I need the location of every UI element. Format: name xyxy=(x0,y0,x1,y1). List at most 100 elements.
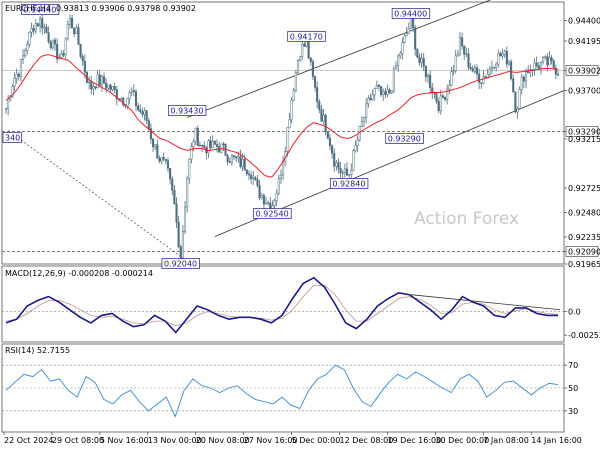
candle-body xyxy=(299,56,302,61)
candle-body xyxy=(390,90,393,94)
x-tick-label: 22 Oct 2024 xyxy=(4,436,53,445)
x-tick-label: 30 Dec 00:00 xyxy=(435,436,489,445)
candle-body xyxy=(39,18,42,27)
price-annotation-label: 0.92540 xyxy=(256,210,289,219)
chart-title: EURCHF,H4 xyxy=(5,4,51,13)
candle-body xyxy=(277,178,280,194)
x-tick-label: 5 Nov 16:00 xyxy=(100,436,149,445)
candle-body xyxy=(252,177,255,180)
candle-body xyxy=(465,53,468,55)
price-annotation-label: 0.92840 xyxy=(332,180,365,189)
candle-body xyxy=(316,87,319,102)
candle-body xyxy=(335,162,338,167)
candle-body xyxy=(490,67,493,70)
price-annotation-label: 0.94400 xyxy=(394,10,427,19)
candle-body xyxy=(183,206,187,232)
candle-body xyxy=(488,68,491,75)
candle-body xyxy=(331,145,334,154)
candle-body xyxy=(149,128,152,140)
price-annotation-box xyxy=(20,4,60,15)
candle-body xyxy=(213,140,216,145)
price-label-box xyxy=(565,126,599,137)
rsi-line xyxy=(5,364,559,418)
candle-body xyxy=(550,57,553,62)
candle-body xyxy=(542,57,545,63)
candle-body xyxy=(446,88,449,100)
price-annotation-label: 0.94170 xyxy=(290,33,323,42)
candle-body xyxy=(230,155,233,163)
candle-body xyxy=(30,28,33,33)
moving-average-line xyxy=(5,54,559,178)
candle-body xyxy=(311,61,314,77)
rsi-tick-label: 70 xyxy=(568,361,578,370)
candle-body xyxy=(220,143,223,153)
candle-body xyxy=(198,144,201,147)
candle-body xyxy=(313,76,317,88)
candle-body xyxy=(282,161,285,176)
candle-body xyxy=(75,27,78,35)
candle-body xyxy=(190,146,193,160)
candle-body xyxy=(186,178,189,208)
price-tick-label: 0.93902 xyxy=(568,66,600,75)
macd-line xyxy=(5,276,558,334)
candle-body xyxy=(507,61,511,65)
macd-tick-label: -0.002521 xyxy=(568,331,600,340)
candle-body xyxy=(318,101,321,110)
price-annotation-box xyxy=(253,208,292,219)
candle-body xyxy=(122,97,125,106)
candle-body xyxy=(524,71,528,82)
candle-body xyxy=(102,76,106,84)
candle-body xyxy=(247,173,251,176)
candle-body xyxy=(475,67,479,75)
candle-body xyxy=(207,140,210,154)
candle-body xyxy=(137,105,140,111)
candle-body xyxy=(4,108,8,110)
candle-body xyxy=(367,98,370,105)
candle-body xyxy=(273,200,276,206)
price-annotation-label: 0.93290 xyxy=(388,135,421,144)
candle-body xyxy=(403,35,406,43)
candle-body xyxy=(324,114,327,133)
candle-body xyxy=(111,86,114,90)
candle-body xyxy=(11,86,14,98)
candle-body xyxy=(201,144,204,147)
price-tick-label: 0.92480 xyxy=(568,209,600,218)
candle-body xyxy=(414,27,417,50)
candle-body xyxy=(307,40,310,59)
candle-body xyxy=(192,141,195,148)
macd-signal-line xyxy=(5,284,559,327)
candle-body xyxy=(17,73,20,77)
candle-body xyxy=(456,53,459,57)
candle-body xyxy=(286,127,289,152)
candle-body xyxy=(32,28,35,32)
candle-body xyxy=(88,81,91,84)
candle-body xyxy=(371,94,374,101)
candle-body xyxy=(546,56,549,66)
candle-body xyxy=(422,58,425,67)
candle-body xyxy=(164,158,167,161)
candle-body xyxy=(53,39,57,45)
price-tick-label: 0.94195 xyxy=(568,37,600,46)
candle-body xyxy=(36,23,40,27)
candle-body xyxy=(7,98,10,109)
candle-body xyxy=(15,73,18,79)
candle-body xyxy=(196,127,199,146)
candle-body xyxy=(424,65,427,78)
candle-body xyxy=(128,92,131,99)
candle-body xyxy=(141,111,144,115)
candle-body xyxy=(90,81,93,90)
candle-body xyxy=(501,53,504,57)
candle-body xyxy=(34,23,37,32)
price-tick-label: 0.93290 xyxy=(568,128,600,137)
candle-body xyxy=(152,138,155,148)
macd-panel xyxy=(1,265,565,343)
candle-body xyxy=(405,33,408,37)
candle-body xyxy=(326,131,329,139)
candle-body xyxy=(267,202,270,204)
candle-body xyxy=(384,91,387,95)
candle-body xyxy=(394,65,398,70)
candle-body xyxy=(544,56,547,58)
candle-body xyxy=(22,55,25,60)
candle-body xyxy=(497,53,500,65)
